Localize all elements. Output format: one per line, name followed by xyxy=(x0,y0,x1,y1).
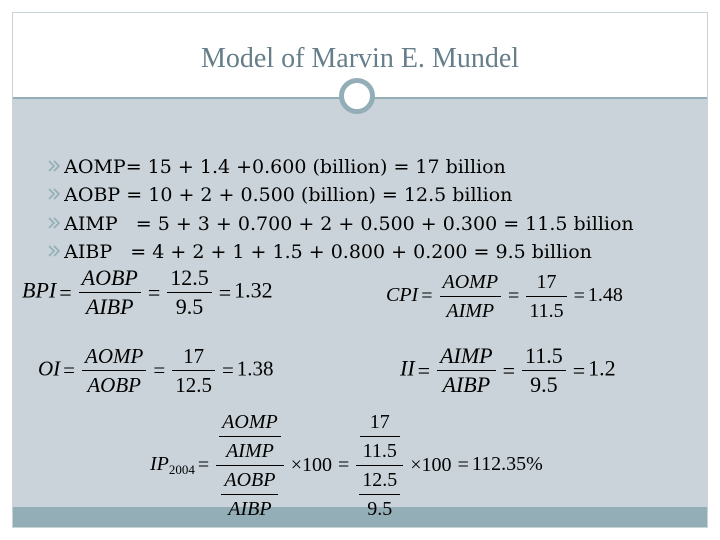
bullet-list: AOMP= 15 + 1.4 +0.600 (billion) = 17 bil… xyxy=(24,124,634,263)
fraction-numerator: 12.5 xyxy=(167,266,212,293)
fraction-numerator: AOBP xyxy=(78,266,141,293)
times-hundred: ×100 xyxy=(290,454,332,476)
formula-lhs: II xyxy=(400,355,415,381)
formula-bpi: BPI = AOBP AIBP = 12.5 9.5 = 1.32 xyxy=(22,265,273,319)
bullet-label: AOMP xyxy=(64,155,126,178)
fraction-denominator: 9.5 xyxy=(367,498,393,520)
fraction-numerator: 11.5 xyxy=(522,344,566,371)
formula-result: 112.35% xyxy=(471,453,543,476)
fraction-numerator: 12.5 xyxy=(359,468,401,495)
bullet-arrow-icon xyxy=(48,216,61,229)
fraction-numerator: AOMP xyxy=(82,344,147,371)
formula-lhs: CPI xyxy=(386,284,419,307)
formula-result: 1.38 xyxy=(236,356,274,381)
bullet-text: = 10 + 2 + 0.500 (billion) = 12.5 billio… xyxy=(126,184,513,206)
formula-lhs: OI xyxy=(38,356,61,381)
fraction-denominator: 11.5 xyxy=(362,440,397,462)
fraction-numerator: AOBP xyxy=(221,468,279,495)
fraction-numerator: 17 xyxy=(359,410,400,437)
fraction-numerator: 17 xyxy=(172,344,215,371)
times-hundred: ×100 xyxy=(410,454,452,476)
bullet-item: AOBP = 10 + 2 + 0.500 (billion) = 12.5 b… xyxy=(24,153,634,206)
fraction-denominator: AIMP xyxy=(226,440,274,462)
formula-lhs: IP2004 xyxy=(150,453,195,478)
slide-frame xyxy=(12,12,708,528)
formula-ii: II = AIMP AIBP = 11.5 9.5 = 1.2 xyxy=(400,343,616,397)
fraction-numerator: AOMP xyxy=(219,410,281,437)
formula-result: 1.32 xyxy=(234,277,273,303)
fraction-denominator: 12.5 xyxy=(175,373,212,397)
fraction-denominator: AIBP xyxy=(442,372,491,397)
fraction-denominator: 9.5 xyxy=(175,294,204,319)
fraction-denominator: AOBP xyxy=(87,373,141,397)
bullet-item: AIBP = 4 + 2 + 1 + 1.5 + 0.800 + 0.200 =… xyxy=(24,210,634,263)
formula-lhs: BPI xyxy=(22,277,57,303)
formula-subscript: 2004 xyxy=(168,462,195,478)
bullet-item: AIMP = 5 + 3 + 0.700 + 2 + 0.500 + 0.300… xyxy=(24,181,634,235)
bullet-text: = 15 + 1.4 +0.600 (billion) = 17 billion xyxy=(125,155,506,178)
formula-result: 1.48 xyxy=(587,284,623,307)
formula-cpi: CPI = AOMP AIMP = 17 11.5 = 1.48 xyxy=(386,270,623,322)
fraction-denominator: AIMP xyxy=(446,300,495,322)
formula-result: 1.2 xyxy=(588,355,616,381)
formula-ip2004: IP2004 = AOMP AIMP AOBP AIBP ×100 = 17 11.5 12.5 9.… xyxy=(150,410,543,521)
bottom-bar xyxy=(13,507,707,527)
bullet-label: AIBP xyxy=(64,241,125,263)
fraction-numerator: AIMP xyxy=(437,344,496,371)
bullet-item: AOMP= 15 + 1.4 +0.600 (billion) = 17 bil… xyxy=(24,124,634,178)
bullet-text: = 4 + 2 + 1 + 1.5 + 0.800 + 0.200 = 9.5 … xyxy=(124,241,592,263)
bullet-text: = 5 + 3 + 0.700 + 2 + 0.500 + 0.300 = 11… xyxy=(129,212,634,235)
formula-oi: OI = AOMP AOBP = 17 12.5 = 1.38 xyxy=(38,344,274,397)
slide-title: Model of Marvin E. Mundel xyxy=(200,43,520,74)
fraction-numerator: 17 xyxy=(526,270,567,297)
bullet-label: AIMP xyxy=(64,212,130,235)
content-area xyxy=(13,98,707,507)
fraction-denominator: 9.5 xyxy=(530,372,558,397)
decorative-circle xyxy=(339,78,375,114)
compound-fraction-values: 17 11.5 12.5 9.5 xyxy=(356,410,404,521)
bullet-arrow-icon xyxy=(48,159,61,172)
bullet-arrow-icon xyxy=(48,188,61,200)
fraction-denominator: AIBP xyxy=(85,294,134,319)
fraction-denominator: AIBP xyxy=(228,498,272,520)
bullet-label: AOBP xyxy=(64,184,127,206)
bullet-arrow-icon xyxy=(48,245,61,257)
compound-fraction-symbolic: AOMP AIMP AOBP AIBP xyxy=(216,410,284,521)
fraction-numerator: AOMP xyxy=(439,270,502,297)
fraction-denominator: 11.5 xyxy=(529,300,564,322)
